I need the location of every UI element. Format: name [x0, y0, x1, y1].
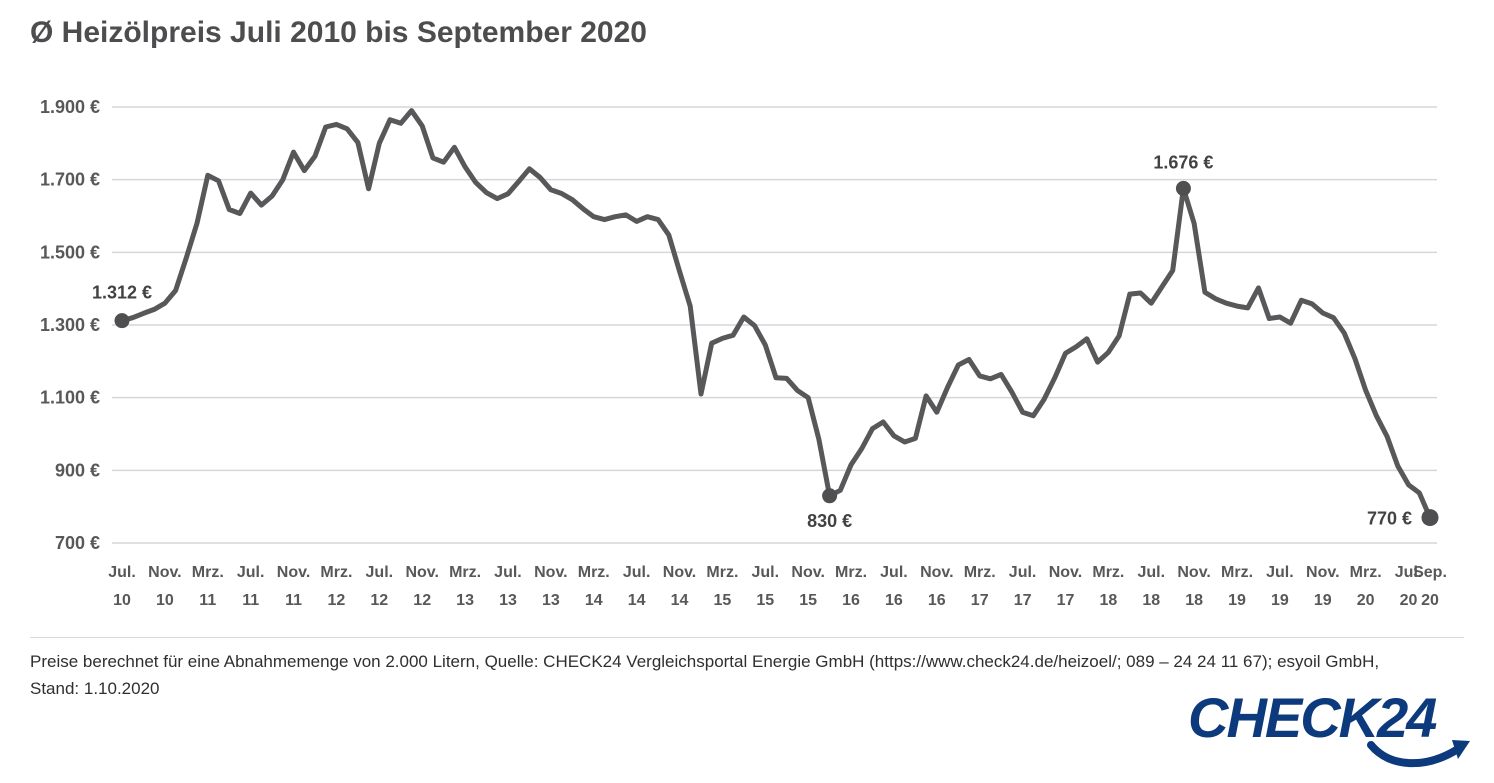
y-axis-tick-label: 1.100 €	[40, 388, 100, 408]
x-axis-tick-year: 11	[242, 592, 259, 609]
y-axis-tick-label: 1.900 €	[40, 97, 100, 117]
x-axis-tick-year: 19	[1314, 592, 1332, 609]
footer-divider	[30, 637, 1464, 638]
y-axis-tick-label: 1.500 €	[40, 242, 100, 262]
smile-arrow-head	[1452, 740, 1470, 759]
x-axis-tick-year: 16	[842, 592, 860, 609]
data-point-label: 830 €	[807, 511, 852, 531]
x-axis-tick-month: Mrz.	[192, 564, 224, 581]
x-axis-tick-year: 18	[1185, 592, 1203, 609]
x-axis-tick-year: 10	[156, 592, 174, 609]
data-point-marker	[822, 488, 838, 504]
data-point-label: 770 €	[1367, 509, 1412, 529]
y-axis-tick-label: 1.300 €	[40, 315, 100, 335]
x-axis-tick-month: Sep.	[1413, 564, 1447, 581]
x-axis-tick-month: Mrz.	[1350, 564, 1382, 581]
price-line	[119, 108, 1433, 521]
footer-note: Preise berechnet für eine Abnahmemenge v…	[30, 648, 1470, 702]
x-axis-tick-month: Jul.	[1009, 564, 1037, 581]
smile-arrow-curve	[1367, 741, 1462, 768]
x-axis-tick-month: Jul.	[108, 564, 136, 581]
x-axis-tick-month: Jul.	[623, 564, 651, 581]
x-axis-tick-month: Nov.	[534, 564, 567, 581]
x-axis-tick-year: 10	[113, 592, 131, 609]
x-axis-tick-month: Nov.	[148, 564, 181, 581]
x-axis-tick-month: Nov.	[1306, 564, 1339, 581]
check24-logo: CHECK24	[1188, 690, 1478, 770]
x-axis-tick-year: 20	[1421, 592, 1439, 609]
x-axis-tick-year: 14	[628, 592, 646, 609]
x-axis-tick-year: 12	[370, 592, 388, 609]
x-axis-tick-month: Nov.	[405, 564, 438, 581]
footer-stand-line: Stand: 1.10.2020	[30, 679, 160, 698]
x-axis-tick-year: 16	[885, 592, 903, 609]
x-axis-tick-year: 15	[799, 592, 817, 609]
x-axis-tick-month: Nov.	[277, 564, 310, 581]
data-point-label: 1.676 €	[1153, 152, 1213, 172]
x-axis-tick-year: 17	[971, 592, 989, 609]
x-axis-tick-month: Mrz.	[964, 564, 996, 581]
x-axis-tick-year: 20	[1357, 592, 1375, 609]
y-axis-tick-label: 700 €	[55, 533, 100, 553]
x-axis-tick-month: Jul.	[237, 564, 265, 581]
x-axis-tick-year: 13	[456, 592, 474, 609]
x-axis-tick-year: 11	[199, 592, 216, 609]
x-axis-tick-year: 17	[1014, 592, 1032, 609]
x-axis-tick-month: Jul.	[880, 564, 908, 581]
x-axis-tick-year: 13	[542, 592, 560, 609]
x-axis-tick-year: 11	[285, 592, 302, 609]
x-axis-tick-year: 15	[713, 592, 731, 609]
x-axis-tick-year: 18	[1142, 592, 1160, 609]
chart-title: Ø Heizölpreis Juli 2010 bis September 20…	[30, 16, 647, 49]
x-axis-tick-month: Mrz.	[578, 564, 610, 581]
check24-logo-smile-arrow	[1367, 740, 1470, 768]
x-axis-tick-month: Jul.	[1395, 564, 1423, 581]
x-axis-tick-month: Nov.	[1049, 564, 1082, 581]
x-axis-tick-month: Nov.	[663, 564, 696, 581]
y-axis-tick-label: 900 €	[55, 460, 100, 480]
x-axis-tick-month: Mrz.	[835, 564, 867, 581]
x-axis-tick-year: 14	[671, 592, 689, 609]
x-axis-tick-month: Nov.	[1177, 564, 1210, 581]
x-axis-tick-year: 12	[413, 592, 431, 609]
x-axis-tick-month: Jul.	[751, 564, 779, 581]
x-axis-tick-year: 18	[1099, 592, 1117, 609]
x-axis-tick-month: Jul.	[366, 564, 394, 581]
x-axis-tick-year: 16	[928, 592, 946, 609]
x-axis-tick-month: Mrz.	[320, 564, 352, 581]
x-axis-tick-month: Mrz.	[1092, 564, 1124, 581]
x-axis-tick-month: Mrz.	[706, 564, 738, 581]
x-axis-tick-month: Jul.	[1266, 564, 1294, 581]
data-point-marker	[1421, 509, 1439, 527]
x-axis-tick-year: 12	[328, 592, 346, 609]
data-point-marker	[114, 313, 130, 329]
y-axis-tick-label: 1.700 €	[40, 170, 100, 190]
x-axis-tick-month: Nov.	[920, 564, 953, 581]
x-axis-tick-year: 14	[585, 592, 603, 609]
check24-logo-text: CHECK24	[1188, 686, 1437, 749]
x-axis-tick-month: Jul.	[494, 564, 522, 581]
data-point-marker	[1175, 180, 1191, 196]
x-axis-tick-year: 17	[1057, 592, 1075, 609]
x-axis-tick-year: 20	[1400, 592, 1418, 609]
data-point-label: 1.312 €	[92, 283, 152, 303]
x-axis-tick-month: Nov.	[791, 564, 824, 581]
x-axis-tick-month: Mrz.	[1221, 564, 1253, 581]
x-axis-tick-month: Mrz.	[449, 564, 481, 581]
x-axis-tick-month: Jul.	[1137, 564, 1165, 581]
price-line-chart: 700 € 900 € 1.100 € 1.300 € 1.500 € 1.700 € 1.…	[40, 97, 1447, 609]
footer-source-line: Preise berechnet für eine Abnahmemenge v…	[30, 652, 1380, 671]
x-axis-tick-year: 19	[1228, 592, 1246, 609]
x-axis-tick-year: 15	[756, 592, 774, 609]
x-axis-tick-year: 19	[1271, 592, 1289, 609]
x-axis-tick-year: 13	[499, 592, 517, 609]
